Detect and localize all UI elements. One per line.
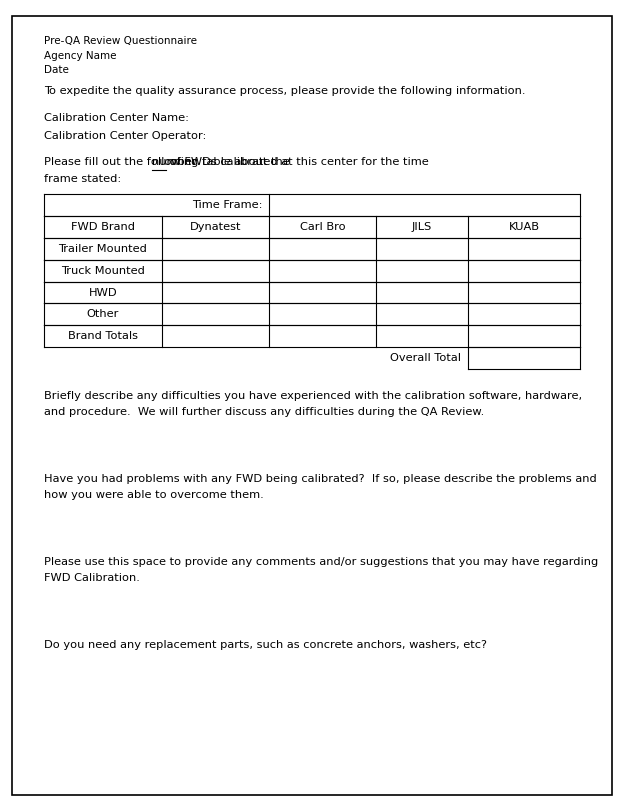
FancyBboxPatch shape bbox=[12, 16, 612, 795]
Text: Pre-QA Review Questionnaire: Pre-QA Review Questionnaire bbox=[44, 36, 197, 46]
Text: Truck Mounted: Truck Mounted bbox=[61, 266, 145, 276]
Text: Calibration Center Name:: Calibration Center Name: bbox=[44, 113, 188, 123]
Text: Agency Name: Agency Name bbox=[44, 51, 116, 61]
Text: Brand Totals: Brand Totals bbox=[68, 331, 138, 341]
Text: Time Frame:: Time Frame: bbox=[192, 200, 263, 211]
Text: and procedure.  We will further discuss any difficulties during the QA Review.: and procedure. We will further discuss a… bbox=[44, 407, 484, 416]
Text: how you were able to overcome them.: how you were able to overcome them. bbox=[44, 490, 263, 500]
Text: Dynatest: Dynatest bbox=[190, 222, 241, 232]
Text: Other: Other bbox=[87, 309, 119, 320]
Text: FWD Brand: FWD Brand bbox=[71, 222, 135, 232]
Text: Trailer Mounted: Trailer Mounted bbox=[58, 244, 147, 254]
Text: Date: Date bbox=[44, 65, 69, 75]
Text: number: number bbox=[152, 157, 197, 167]
Text: Please use this space to provide any comments and/or suggestions that you may ha: Please use this space to provide any com… bbox=[44, 557, 598, 567]
Text: Briefly describe any difficulties you have experienced with the calibration soft: Briefly describe any difficulties you ha… bbox=[44, 391, 582, 400]
Text: Carl Bro: Carl Bro bbox=[300, 222, 346, 232]
Text: Do you need any replacement parts, such as concrete anchors, washers, etc?: Do you need any replacement parts, such … bbox=[44, 640, 487, 650]
Text: To expedite the quality assurance process, please provide the following informat: To expedite the quality assurance proces… bbox=[44, 86, 525, 96]
Text: KUAB: KUAB bbox=[509, 222, 540, 232]
Text: Calibration Center Operator:: Calibration Center Operator: bbox=[44, 131, 206, 140]
Text: frame stated:: frame stated: bbox=[44, 174, 121, 183]
Text: Overall Total: Overall Total bbox=[391, 353, 461, 363]
Text: Please fill out the following table about the: Please fill out the following table abou… bbox=[44, 157, 293, 167]
Text: HWD: HWD bbox=[89, 287, 117, 298]
Text: of FWDs calibrated at this center for the time: of FWDs calibrated at this center for th… bbox=[167, 157, 429, 167]
Text: FWD Calibration.: FWD Calibration. bbox=[44, 573, 140, 583]
Text: Have you had problems with any FWD being calibrated?  If so, please describe the: Have you had problems with any FWD being… bbox=[44, 474, 597, 483]
Text: JILS: JILS bbox=[412, 222, 432, 232]
